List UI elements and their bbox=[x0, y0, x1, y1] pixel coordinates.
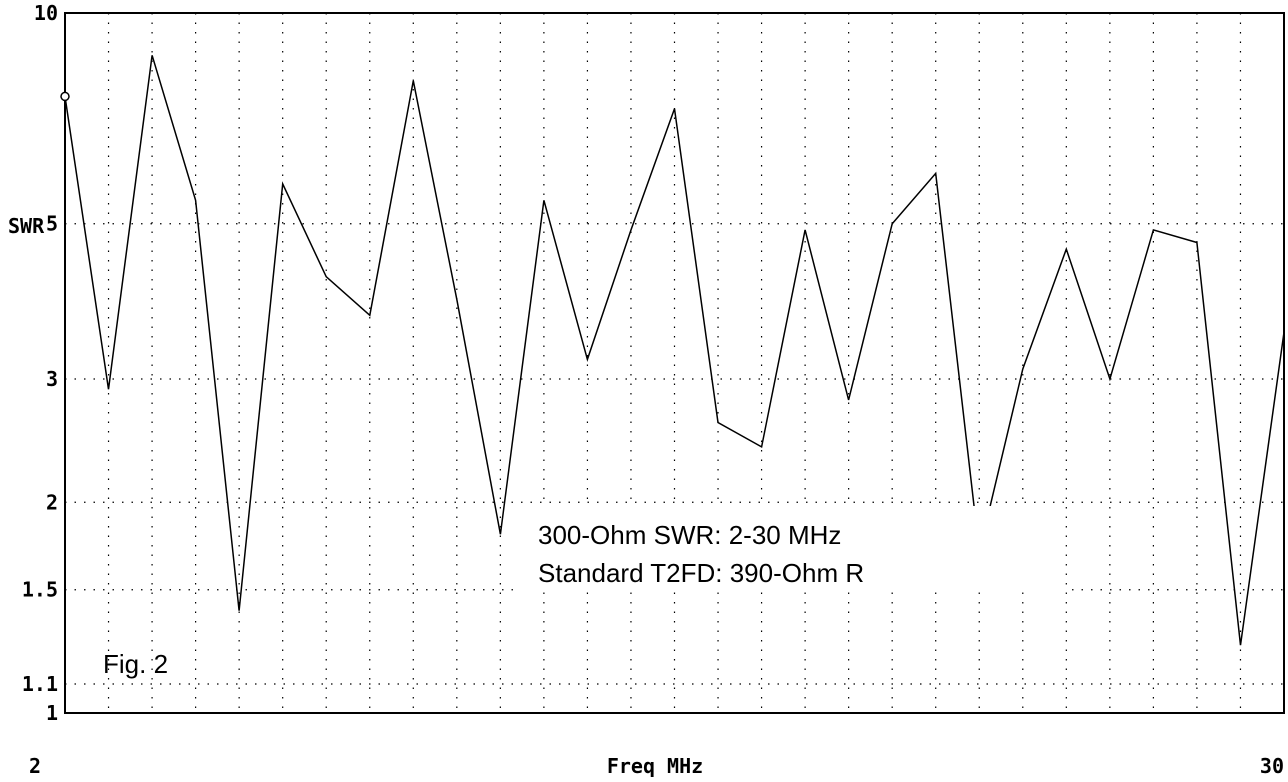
y-tick-label: 1.5 bbox=[22, 578, 58, 602]
annotation-background bbox=[520, 506, 1065, 592]
y-tick-label: 3 bbox=[46, 367, 58, 391]
y-tick-label: 2 bbox=[46, 490, 58, 514]
plot-frame bbox=[64, 12, 1285, 714]
swr-series-line bbox=[64, 55, 1285, 646]
annotation-title: 300-Ohm SWR: 2-30 MHz bbox=[538, 520, 841, 550]
y-tick-label: 5 bbox=[46, 212, 58, 236]
x-tick-label: 30 bbox=[1260, 754, 1284, 778]
y-tick-label: 10 bbox=[34, 1, 58, 25]
y-axis-tick-labels: 10 5 3 2 1.5 1.1 1 bbox=[22, 1, 58, 725]
grid-lines bbox=[65, 13, 1284, 713]
y-tick-label: 1.1 bbox=[22, 672, 58, 696]
x-tick-label: 2 bbox=[29, 754, 41, 778]
figure-label: Fig. 2 bbox=[103, 649, 168, 679]
x-axis-label: Freq MHz bbox=[607, 754, 703, 778]
y-tick-label: 1 bbox=[46, 701, 58, 725]
annotation-subtitle: Standard T2FD: 390-Ohm R bbox=[538, 558, 864, 588]
y-axis-label: SWR bbox=[8, 214, 45, 238]
x-axis-tick-labels: 2 30 bbox=[29, 754, 1284, 778]
start-point-marker bbox=[60, 91, 70, 102]
